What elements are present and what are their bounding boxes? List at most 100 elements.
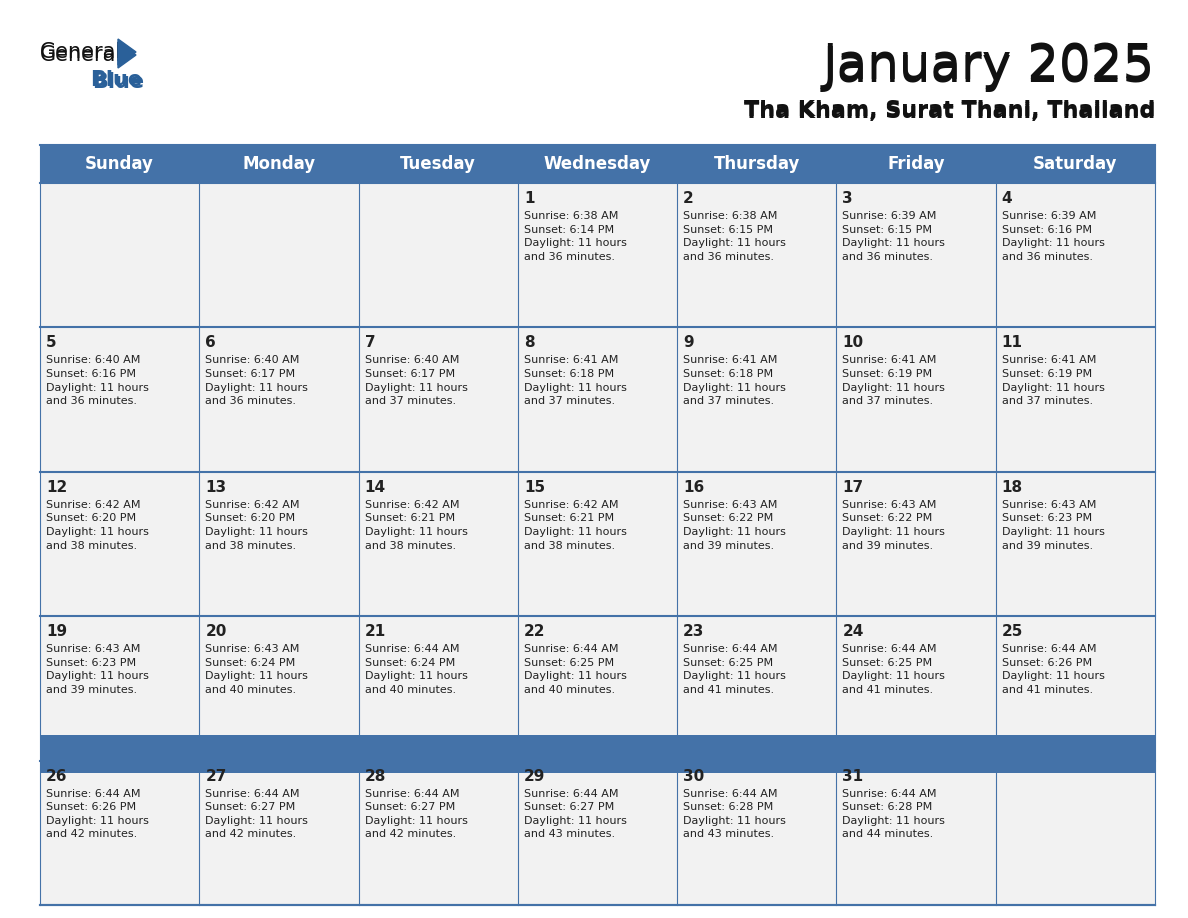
Text: 27: 27 — [206, 768, 227, 784]
Text: 24: 24 — [842, 624, 864, 639]
Bar — [200, 183, 359, 328]
Bar — [359, 616, 518, 761]
Text: 14: 14 — [365, 480, 386, 495]
Text: January 2025: January 2025 — [823, 41, 1155, 89]
Text: Sunrise: 6:41 AM
Sunset: 6:19 PM
Daylight: 11 hours
and 37 minutes.: Sunrise: 6:41 AM Sunset: 6:19 PM Dayligh… — [1001, 355, 1105, 406]
Text: Sunrise: 6:39 AM
Sunset: 6:16 PM
Daylight: 11 hours
and 36 minutes.: Sunrise: 6:39 AM Sunset: 6:16 PM Dayligh… — [1001, 211, 1105, 262]
Bar — [836, 183, 996, 328]
Text: Sunrise: 6:44 AM
Sunset: 6:27 PM
Daylight: 11 hours
and 43 minutes.: Sunrise: 6:44 AM Sunset: 6:27 PM Dayligh… — [524, 789, 627, 839]
Text: Sunrise: 6:42 AM
Sunset: 6:21 PM
Daylight: 11 hours
and 38 minutes.: Sunrise: 6:42 AM Sunset: 6:21 PM Dayligh… — [365, 499, 467, 551]
Bar — [40, 183, 200, 328]
Text: Sunrise: 6:44 AM
Sunset: 6:28 PM
Daylight: 11 hours
and 43 minutes.: Sunrise: 6:44 AM Sunset: 6:28 PM Dayligh… — [683, 789, 786, 839]
Text: 8: 8 — [524, 335, 535, 351]
Text: 1: 1 — [524, 191, 535, 206]
Text: Monday: Monday — [242, 155, 316, 173]
Bar — [836, 616, 996, 761]
Text: 4: 4 — [1001, 191, 1012, 206]
Bar — [836, 328, 996, 472]
Text: 16: 16 — [683, 480, 704, 495]
Text: Saturday: Saturday — [1034, 155, 1118, 173]
Bar — [677, 761, 836, 905]
Bar — [40, 145, 1155, 183]
Text: Sunrise: 6:44 AM
Sunset: 6:27 PM
Daylight: 11 hours
and 42 minutes.: Sunrise: 6:44 AM Sunset: 6:27 PM Dayligh… — [365, 789, 467, 839]
Text: 18: 18 — [1001, 480, 1023, 495]
Bar — [518, 761, 677, 905]
Text: Friday: Friday — [887, 155, 944, 173]
Text: Sunrise: 6:44 AM
Sunset: 6:26 PM
Daylight: 11 hours
and 42 minutes.: Sunrise: 6:44 AM Sunset: 6:26 PM Dayligh… — [46, 789, 148, 839]
Text: Sunrise: 6:41 AM
Sunset: 6:18 PM
Daylight: 11 hours
and 37 minutes.: Sunrise: 6:41 AM Sunset: 6:18 PM Dayligh… — [524, 355, 627, 406]
Text: 30: 30 — [683, 768, 704, 784]
Text: Sunrise: 6:44 AM
Sunset: 6:28 PM
Daylight: 11 hours
and 44 minutes.: Sunrise: 6:44 AM Sunset: 6:28 PM Dayligh… — [842, 789, 946, 839]
Text: 26: 26 — [46, 768, 68, 784]
Text: Sunrise: 6:42 AM
Sunset: 6:21 PM
Daylight: 11 hours
and 38 minutes.: Sunrise: 6:42 AM Sunset: 6:21 PM Dayligh… — [524, 499, 627, 551]
Text: 17: 17 — [842, 480, 864, 495]
Bar — [677, 616, 836, 761]
Text: 3: 3 — [842, 191, 853, 206]
Bar — [40, 472, 200, 616]
Bar — [518, 328, 677, 472]
Text: 10: 10 — [842, 335, 864, 351]
Bar — [40, 328, 200, 472]
Bar — [359, 472, 518, 616]
Bar — [518, 616, 677, 761]
Text: Sunrise: 6:42 AM
Sunset: 6:20 PM
Daylight: 11 hours
and 38 minutes.: Sunrise: 6:42 AM Sunset: 6:20 PM Dayligh… — [206, 499, 308, 551]
Text: January 2025: January 2025 — [823, 44, 1155, 92]
Text: Tha Kham, Surat Thani, Thailand: Tha Kham, Surat Thani, Thailand — [744, 102, 1155, 122]
Text: 19: 19 — [46, 624, 68, 639]
Text: General: General — [40, 42, 122, 62]
Text: 29: 29 — [524, 768, 545, 784]
Text: 25: 25 — [1001, 624, 1023, 639]
Bar — [40, 761, 200, 905]
Text: 15: 15 — [524, 480, 545, 495]
Text: 11: 11 — [1001, 335, 1023, 351]
Bar — [996, 616, 1155, 761]
Text: Sunrise: 6:43 AM
Sunset: 6:24 PM
Daylight: 11 hours
and 40 minutes.: Sunrise: 6:43 AM Sunset: 6:24 PM Dayligh… — [206, 644, 308, 695]
Bar — [836, 761, 996, 905]
Text: Blue: Blue — [91, 72, 144, 92]
Text: 20: 20 — [206, 624, 227, 639]
Text: Wednesday: Wednesday — [544, 155, 651, 173]
Text: 28: 28 — [365, 768, 386, 784]
Bar — [518, 472, 677, 616]
Bar — [677, 472, 836, 616]
Bar — [40, 616, 200, 761]
Text: Sunrise: 6:41 AM
Sunset: 6:18 PM
Daylight: 11 hours
and 37 minutes.: Sunrise: 6:41 AM Sunset: 6:18 PM Dayligh… — [683, 355, 786, 406]
Text: General: General — [40, 45, 122, 65]
Text: Sunrise: 6:40 AM
Sunset: 6:17 PM
Daylight: 11 hours
and 37 minutes.: Sunrise: 6:40 AM Sunset: 6:17 PM Dayligh… — [365, 355, 467, 406]
Bar — [359, 328, 518, 472]
Text: 12: 12 — [46, 480, 68, 495]
Text: 23: 23 — [683, 624, 704, 639]
Text: 31: 31 — [842, 768, 864, 784]
Bar — [996, 183, 1155, 328]
Text: 13: 13 — [206, 480, 227, 495]
Bar — [518, 183, 677, 328]
Text: Sunrise: 6:42 AM
Sunset: 6:20 PM
Daylight: 11 hours
and 38 minutes.: Sunrise: 6:42 AM Sunset: 6:20 PM Dayligh… — [46, 499, 148, 551]
Text: Sunrise: 6:44 AM
Sunset: 6:24 PM
Daylight: 11 hours
and 40 minutes.: Sunrise: 6:44 AM Sunset: 6:24 PM Dayligh… — [365, 644, 467, 695]
Text: 6: 6 — [206, 335, 216, 351]
Bar — [996, 328, 1155, 472]
Text: Sunrise: 6:43 AM
Sunset: 6:22 PM
Daylight: 11 hours
and 39 minutes.: Sunrise: 6:43 AM Sunset: 6:22 PM Dayligh… — [683, 499, 786, 551]
Text: Sunrise: 6:44 AM
Sunset: 6:25 PM
Daylight: 11 hours
and 41 minutes.: Sunrise: 6:44 AM Sunset: 6:25 PM Dayligh… — [683, 644, 786, 695]
Bar — [200, 328, 359, 472]
Bar — [359, 183, 518, 328]
Text: Sunrise: 6:40 AM
Sunset: 6:17 PM
Daylight: 11 hours
and 36 minutes.: Sunrise: 6:40 AM Sunset: 6:17 PM Dayligh… — [206, 355, 308, 406]
Text: Sunrise: 6:39 AM
Sunset: 6:15 PM
Daylight: 11 hours
and 36 minutes.: Sunrise: 6:39 AM Sunset: 6:15 PM Dayligh… — [842, 211, 946, 262]
Text: Sunrise: 6:41 AM
Sunset: 6:19 PM
Daylight: 11 hours
and 37 minutes.: Sunrise: 6:41 AM Sunset: 6:19 PM Dayligh… — [842, 355, 946, 406]
Text: Tuesday: Tuesday — [400, 155, 476, 173]
Text: Sunrise: 6:43 AM
Sunset: 6:23 PM
Daylight: 11 hours
and 39 minutes.: Sunrise: 6:43 AM Sunset: 6:23 PM Dayligh… — [1001, 499, 1105, 551]
Text: Sunrise: 6:43 AM
Sunset: 6:23 PM
Daylight: 11 hours
and 39 minutes.: Sunrise: 6:43 AM Sunset: 6:23 PM Dayligh… — [46, 644, 148, 695]
Text: 9: 9 — [683, 335, 694, 351]
Bar — [836, 472, 996, 616]
Text: 22: 22 — [524, 624, 545, 639]
Text: Blue: Blue — [90, 70, 143, 90]
Text: Thursday: Thursday — [714, 155, 800, 173]
Bar — [200, 616, 359, 761]
Text: Sunrise: 6:43 AM
Sunset: 6:22 PM
Daylight: 11 hours
and 39 minutes.: Sunrise: 6:43 AM Sunset: 6:22 PM Dayligh… — [842, 499, 946, 551]
Text: 5: 5 — [46, 335, 57, 351]
Bar — [200, 472, 359, 616]
Text: 7: 7 — [365, 335, 375, 351]
Text: Sunrise: 6:44 AM
Sunset: 6:25 PM
Daylight: 11 hours
and 41 minutes.: Sunrise: 6:44 AM Sunset: 6:25 PM Dayligh… — [842, 644, 946, 695]
Polygon shape — [118, 39, 135, 65]
Text: Sunrise: 6:38 AM
Sunset: 6:15 PM
Daylight: 11 hours
and 36 minutes.: Sunrise: 6:38 AM Sunset: 6:15 PM Dayligh… — [683, 211, 786, 262]
Bar — [677, 328, 836, 472]
